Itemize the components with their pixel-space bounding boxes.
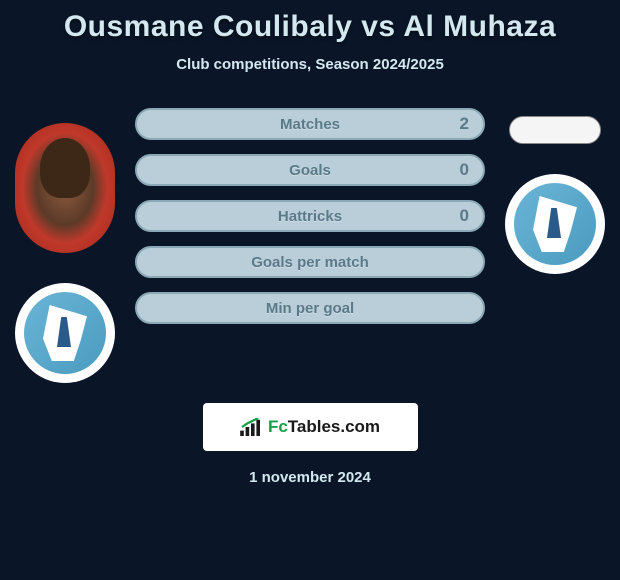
brand-text: FcTables.com <box>268 417 380 437</box>
brand-main: Tables <box>288 417 341 436</box>
stat-value: 0 <box>460 160 469 180</box>
stat-row-hattricks: Hattricks 0 <box>135 200 485 232</box>
stat-label: Goals per match <box>153 254 467 271</box>
stat-row-goals-per-match: Goals per match <box>135 246 485 278</box>
brand-suffix: .com <box>340 417 380 436</box>
club-logo-shape <box>533 196 577 252</box>
player-club-logo <box>15 283 115 383</box>
brand-prefix: Fc <box>268 417 288 436</box>
club-logo-shape <box>43 305 87 361</box>
opponent-placeholder-pill <box>509 116 601 144</box>
stat-label: Hattricks <box>153 208 467 225</box>
player-photo <box>15 123 115 253</box>
page-subtitle: Club competitions, Season 2024/2025 <box>0 56 620 73</box>
stat-value: 2 <box>460 114 469 134</box>
stat-value: 0 <box>460 206 469 226</box>
club-logo-inner <box>24 292 106 374</box>
club-logo-inner <box>514 183 596 265</box>
stat-label: Matches <box>153 116 467 133</box>
brand-box: FcTables.com <box>203 403 418 451</box>
content-row: Matches 2 Goals 0 Hattricks 0 Goals per … <box>0 108 620 383</box>
opponent-club-logo <box>505 174 605 274</box>
right-column <box>500 108 610 274</box>
stat-row-goals: Goals 0 <box>135 154 485 186</box>
stat-row-matches: Matches 2 <box>135 108 485 140</box>
stat-label: Goals <box>153 162 467 179</box>
stats-column: Matches 2 Goals 0 Hattricks 0 Goals per … <box>135 108 485 324</box>
page-title: Ousmane Coulibaly vs Al Muhaza <box>0 10 620 44</box>
stat-label: Min per goal <box>153 300 467 317</box>
left-column <box>10 108 120 383</box>
footer: FcTables.com 1 november 2024 <box>0 403 620 486</box>
infographic-container: Ousmane Coulibaly vs Al Muhaza Club comp… <box>0 0 620 580</box>
brand-chart-icon <box>240 418 262 436</box>
footer-date: 1 november 2024 <box>0 469 620 486</box>
stat-row-min-per-goal: Min per goal <box>135 292 485 324</box>
